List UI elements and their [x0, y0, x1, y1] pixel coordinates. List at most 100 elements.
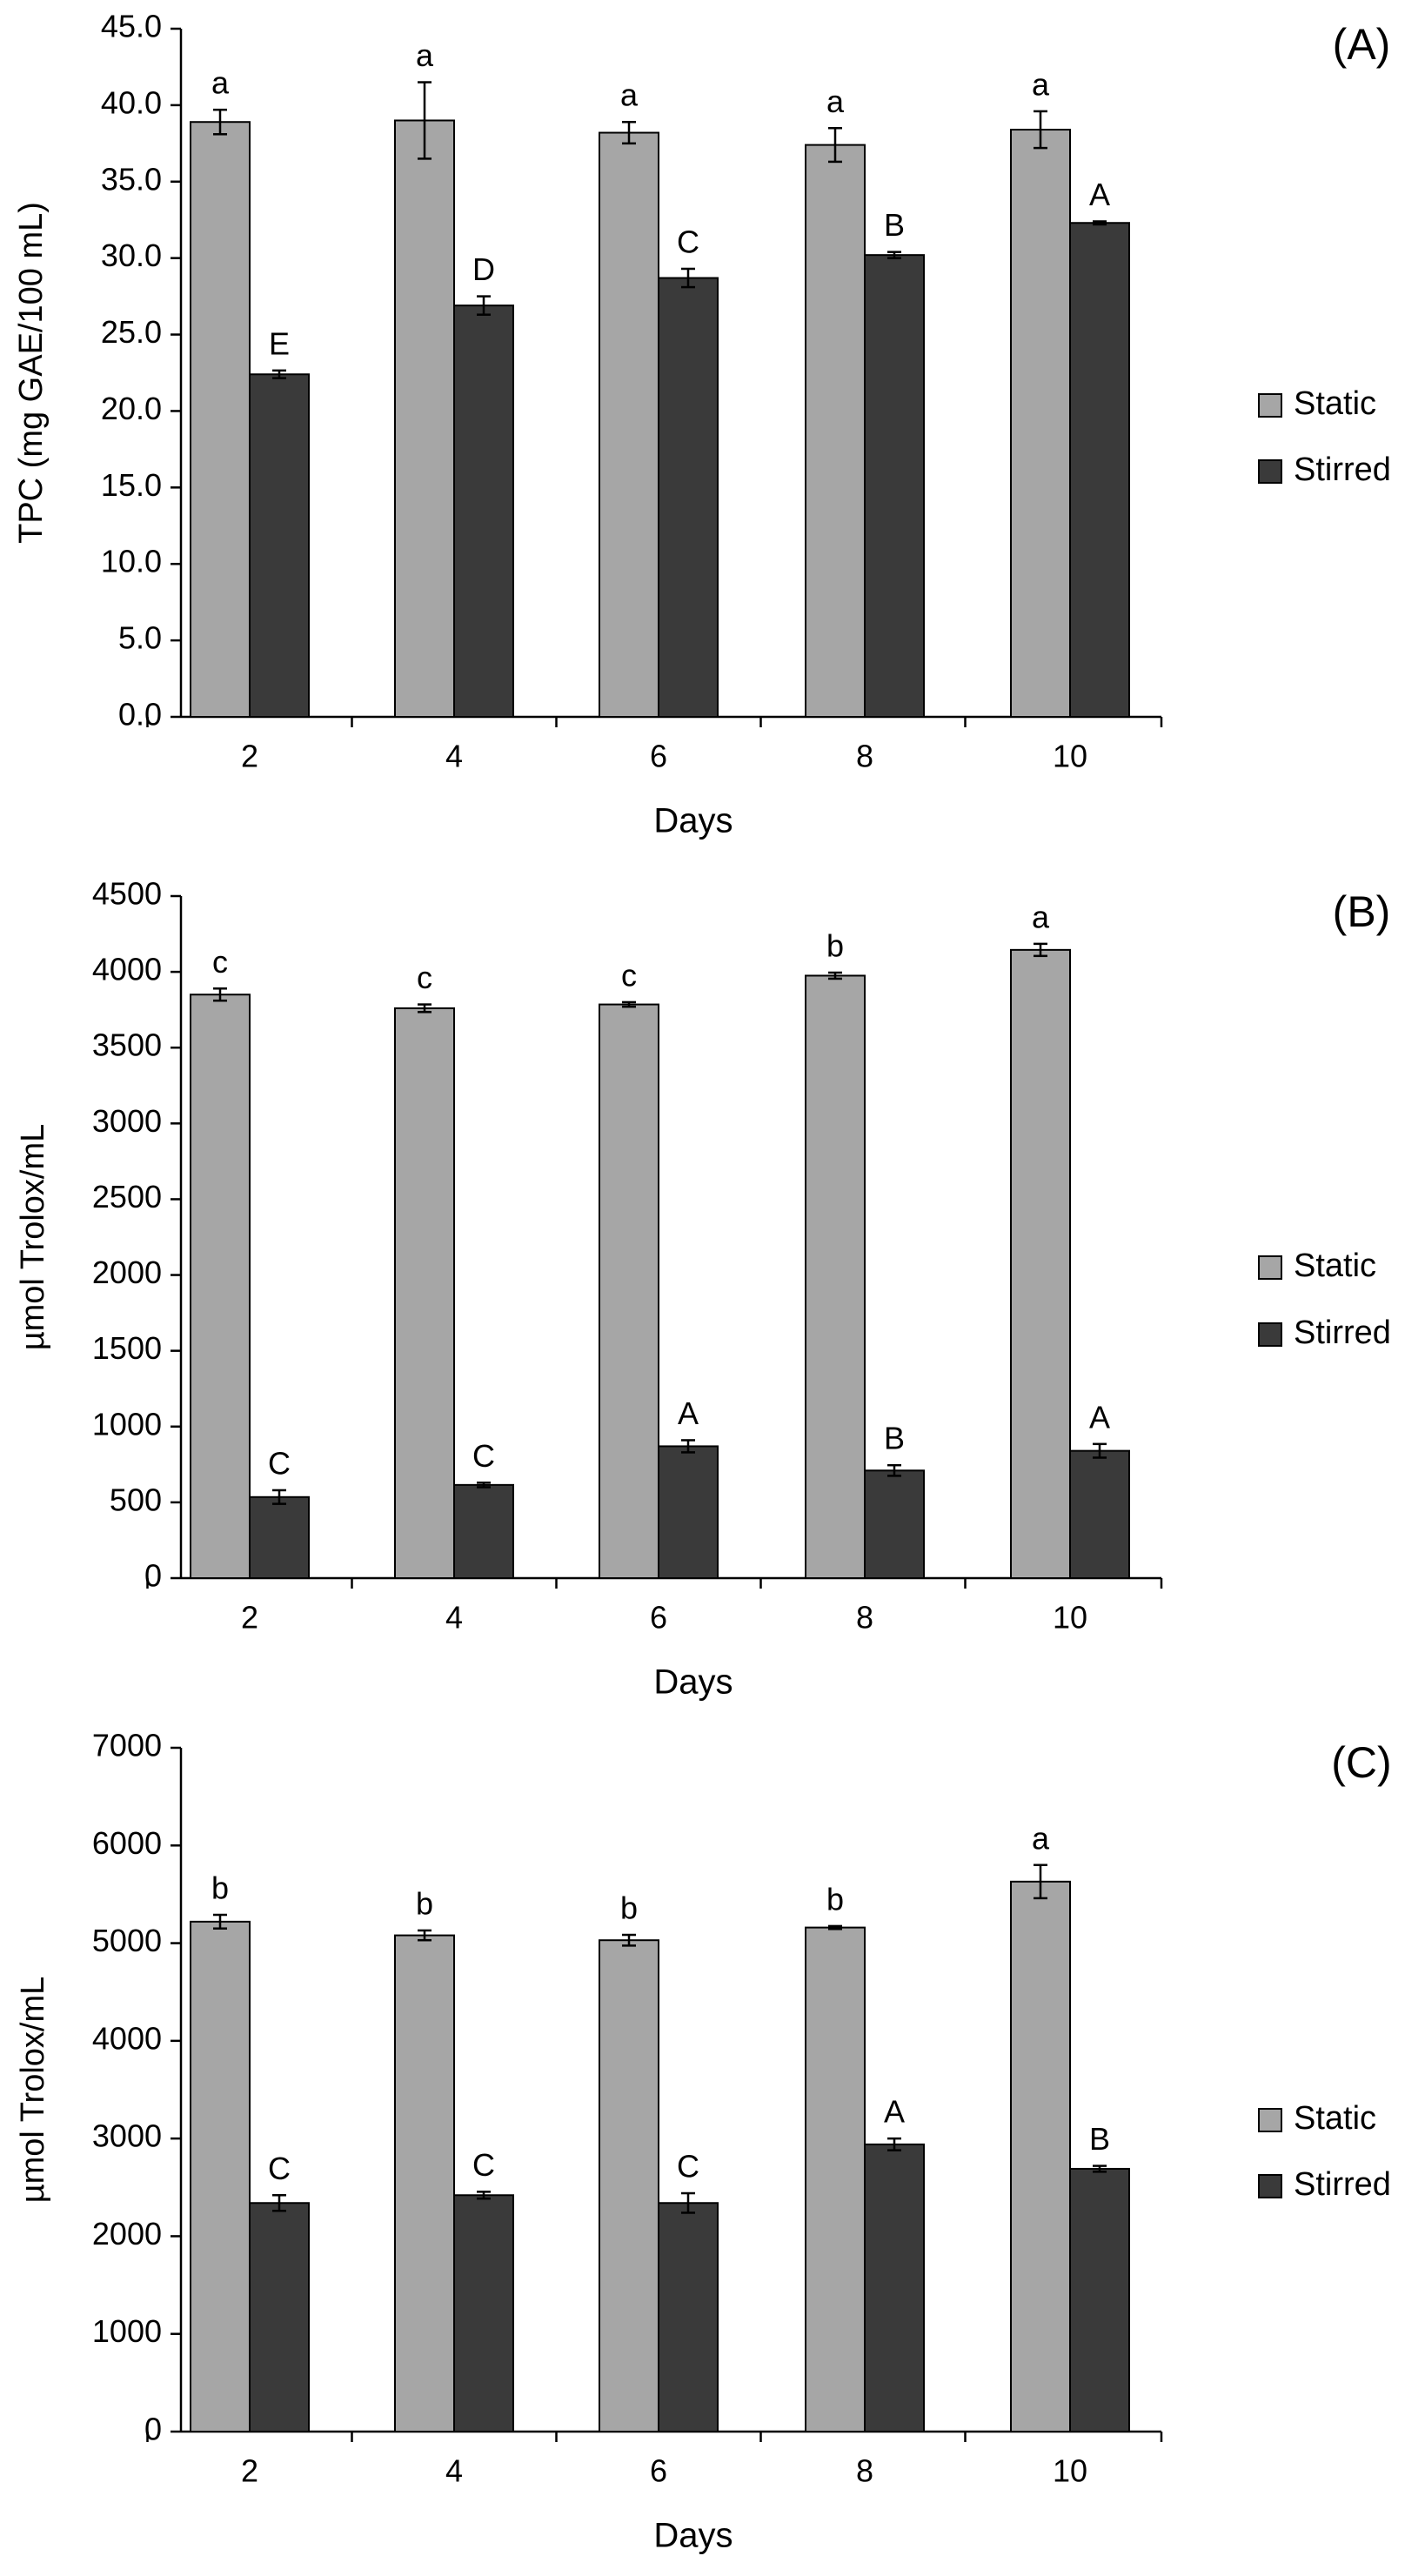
significance-label-static: a: [620, 77, 639, 113]
y-axis-label: µmol Trolox/mL: [15, 1124, 51, 1351]
y-tick-label: 5.0: [118, 620, 162, 656]
bar-static: [599, 131, 659, 719]
bar-static: [1010, 129, 1071, 719]
y-tick-label: 3000: [92, 1103, 162, 1139]
y-tick-label: 4000: [92, 2020, 162, 2056]
significance-label-stirred: C: [677, 2149, 699, 2185]
y-tick-label: 40.0: [101, 84, 162, 120]
significance-label-static: c: [621, 957, 637, 993]
x-tick-label: 8: [856, 739, 873, 774]
bar-stirred: [658, 1445, 719, 1579]
bar-stirred: [249, 1495, 310, 1580]
significance-label-static: b: [416, 1885, 433, 1921]
y-tick-label: 2000: [92, 1255, 162, 1290]
significance-label-static: a: [1032, 899, 1050, 934]
x-tick-label: 4: [445, 1600, 463, 1636]
x-tick-label: 6: [650, 2453, 667, 2489]
bar-stirred: [864, 254, 925, 718]
significance-label-static: c: [417, 960, 432, 995]
significance-label-stirred: C: [472, 1438, 495, 1474]
y-axis-label: µmol Trolox/mL: [15, 1977, 51, 2204]
significance-label-static: a: [1032, 1820, 1050, 1856]
x-tick-label: 10: [1053, 2453, 1087, 2489]
x-axis-label: Days: [653, 1663, 733, 1702]
chart-panel-b: (B) 0 500 1000 1500 2000 2500 3000 3500 4000 4500 2…: [15, 876, 1391, 1702]
bar-stirred: [249, 2202, 310, 2433]
bar-stirred: [864, 2143, 925, 2432]
x-axis-label: Days: [653, 2517, 733, 2555]
y-tick-label: 45.0: [101, 9, 162, 44]
significance-label-static: a: [1032, 66, 1050, 102]
bar-stirred: [864, 1469, 925, 1580]
significance-label-stirred: A: [678, 1395, 699, 1431]
x-tick-label: 4: [445, 739, 463, 774]
bar-static: [394, 1934, 455, 2433]
legend-label-stirred: Stirred: [1294, 2166, 1391, 2203]
legend-swatch-stirred: [1258, 459, 1282, 484]
significance-label-static: a: [211, 65, 230, 101]
y-tick-label: 0.0: [118, 697, 162, 733]
y-tick-label: 3500: [92, 1027, 162, 1063]
bar-stirred: [453, 304, 514, 718]
bar-static: [805, 974, 866, 1579]
y-tick-label: 15.0: [101, 467, 162, 503]
legend-label-stirred: Stirred: [1294, 452, 1391, 488]
x-axis-label: Days: [653, 802, 733, 840]
y-tick-label: 10.0: [101, 544, 162, 579]
y-axis-label: TPC (mg GAE/100 mL): [13, 202, 50, 544]
significance-label-stirred: D: [472, 251, 495, 287]
x-tick-label: 8: [856, 2453, 873, 2489]
significance-label-stirred: A: [1089, 1399, 1110, 1435]
significance-label-static: a: [416, 37, 434, 73]
bar-static: [190, 994, 251, 1579]
bar-stirred: [249, 373, 310, 718]
bar-static: [599, 1003, 659, 1579]
x-tick-label: 2: [241, 1600, 258, 1636]
significance-label-stirred: B: [1089, 2121, 1110, 2157]
x-tick-label: 10: [1053, 1600, 1087, 1636]
chart-panel-c: (C) 0 1000 2000 3000 4000 5000 6000 7000 2 4 6 8 10 Da…: [15, 1728, 1392, 2555]
legend-swatch-static: [1258, 393, 1282, 418]
bar-stirred: [658, 2202, 719, 2433]
legend-swatch-static: [1258, 1255, 1282, 1280]
significance-label-stirred: B: [884, 1421, 905, 1456]
y-tick-label: 1000: [92, 2313, 162, 2349]
y-tick-label: 35.0: [101, 161, 162, 197]
y-tick-label: 1000: [92, 1406, 162, 1442]
panel-label: (C): [1331, 1738, 1391, 1787]
legend-label-static: Static: [1294, 385, 1376, 422]
y-tick-label: 20.0: [101, 391, 162, 426]
legend-swatch-static: [1258, 2108, 1282, 2132]
panel-label: (B): [1333, 887, 1391, 936]
x-tick-label: 2: [241, 739, 258, 774]
significance-label-stirred: C: [268, 1445, 291, 1481]
significance-label-stirred: C: [268, 2151, 291, 2186]
bar-static: [599, 1939, 659, 2432]
bar-stirred: [453, 1483, 514, 1580]
significance-label-stirred: A: [1089, 177, 1110, 212]
significance-label-stirred: C: [472, 2147, 495, 2183]
bar-stirred: [658, 277, 719, 718]
y-tick-label: 2000: [92, 2216, 162, 2251]
bar-stirred: [453, 2194, 514, 2432]
significance-label-stirred: E: [269, 325, 290, 361]
bar-static: [805, 1926, 866, 2432]
x-tick-label: 8: [856, 1600, 873, 1636]
legend-label-stirred: Stirred: [1294, 1315, 1391, 1351]
y-tick-label: 2500: [92, 1179, 162, 1214]
y-tick-label: 25.0: [101, 314, 162, 350]
x-tick-label: 6: [650, 1600, 667, 1636]
bar-static: [190, 1920, 251, 2433]
bar-static: [190, 121, 251, 719]
significance-label-static: a: [826, 84, 845, 119]
bar-static: [1010, 948, 1071, 1579]
bar-stirred: [1069, 1449, 1130, 1579]
significance-label-stirred: A: [884, 2094, 905, 2130]
y-tick-label: 6000: [92, 1825, 162, 1861]
significance-label-static: b: [826, 927, 844, 963]
y-tick-label: 4500: [92, 876, 162, 912]
bar-static: [394, 119, 455, 718]
legend-swatch-stirred: [1258, 2174, 1282, 2198]
bar-stirred: [1069, 222, 1130, 718]
